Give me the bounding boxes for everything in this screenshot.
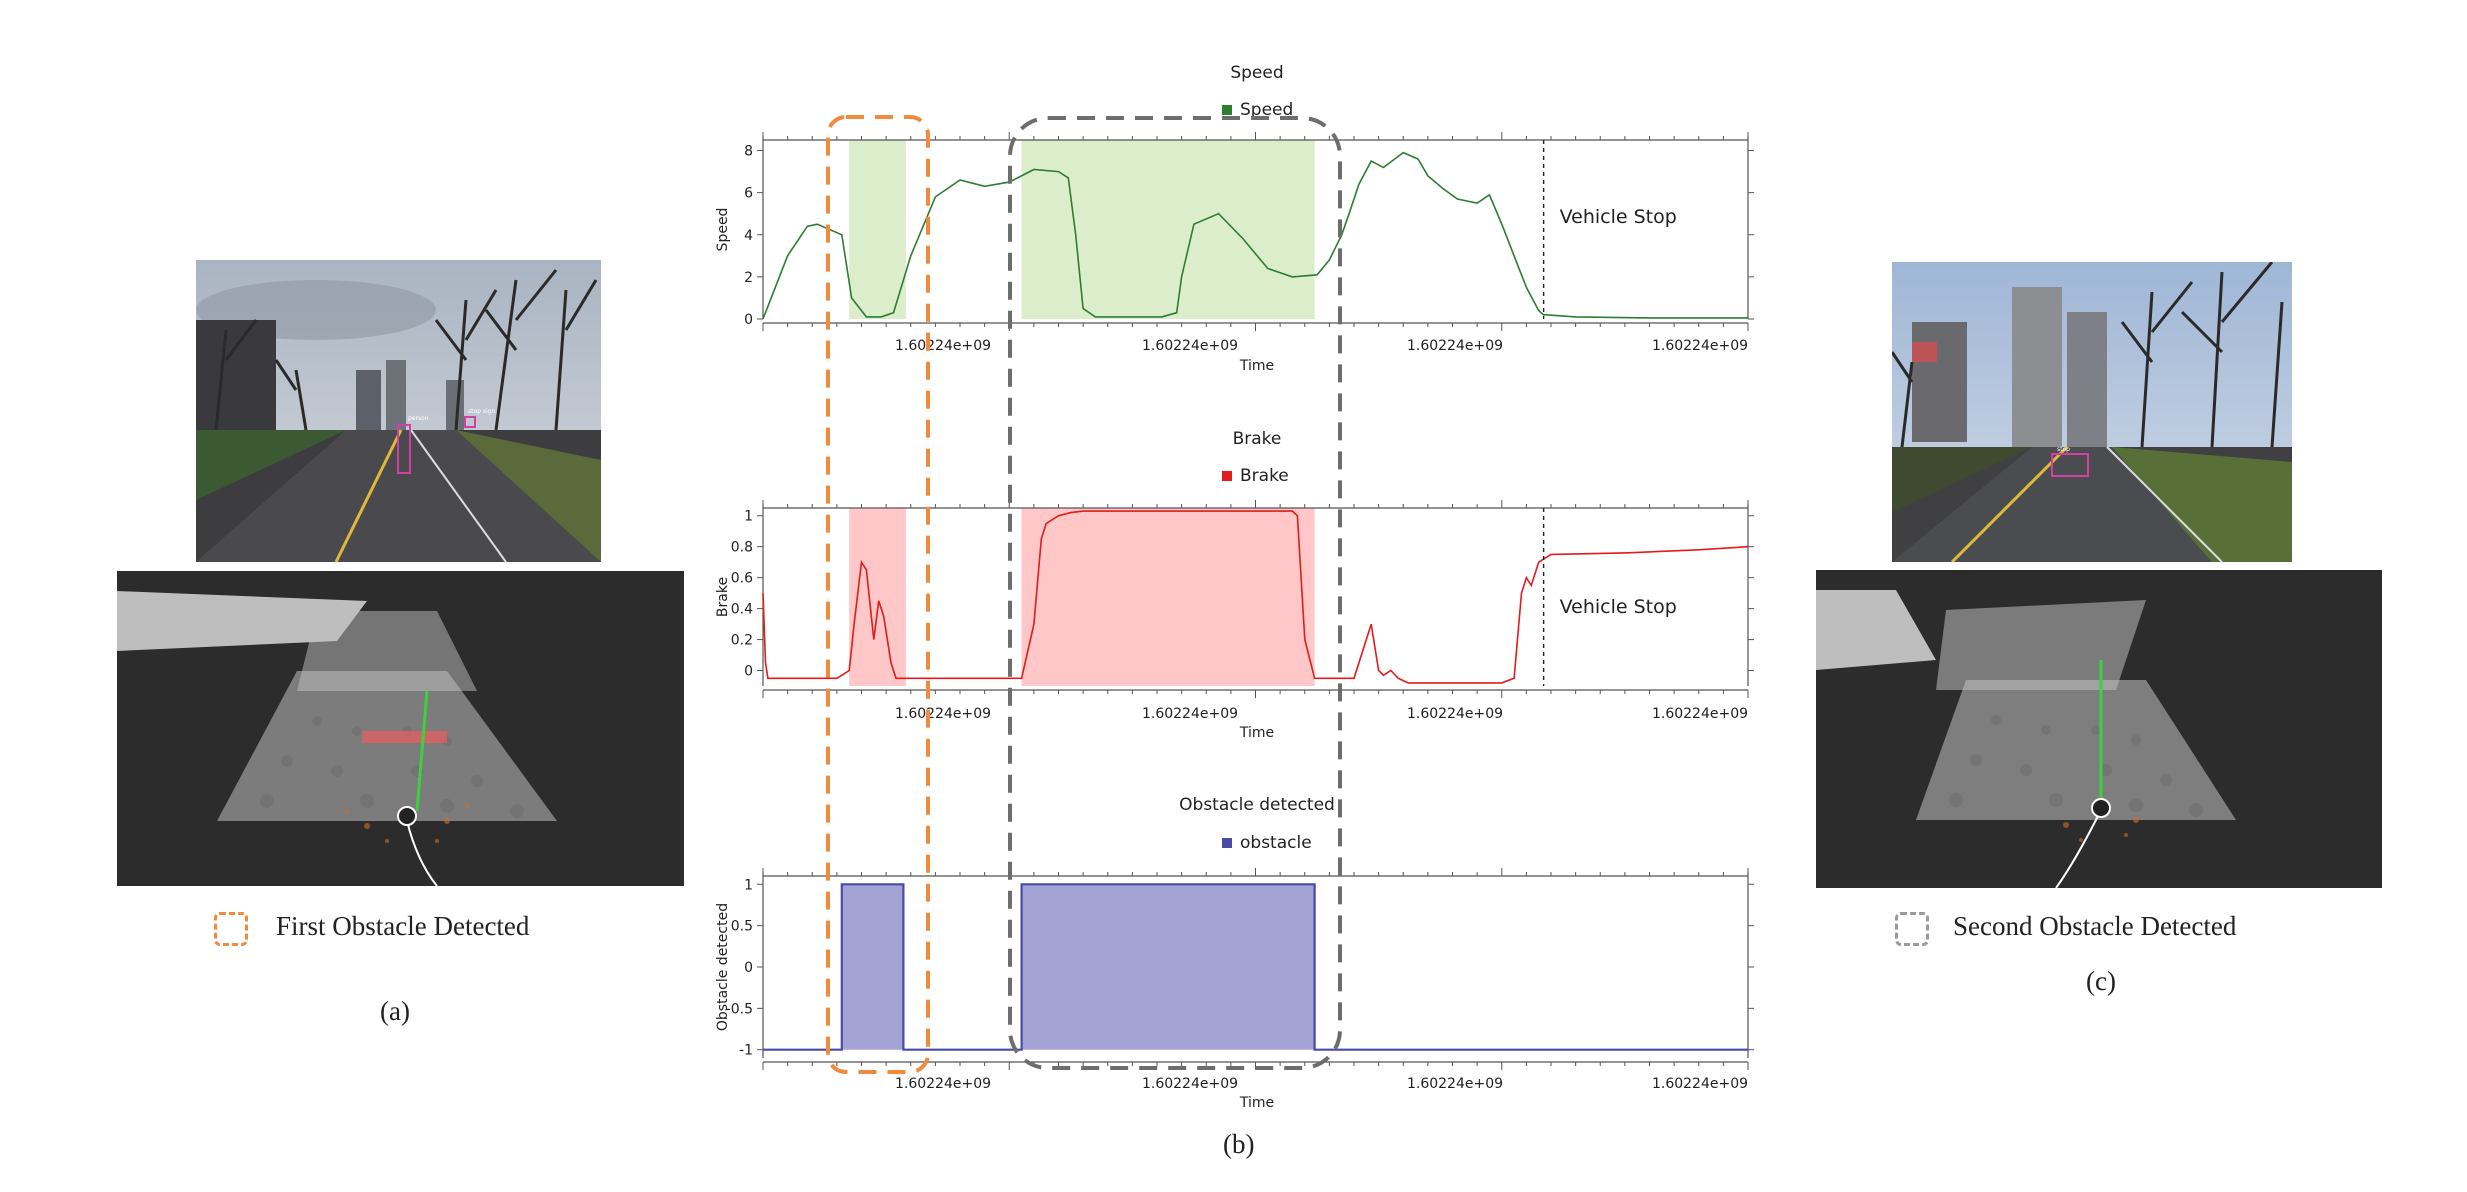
second-obstacle-highlight-box (1008, 116, 1342, 1070)
lidar-scene-c (1816, 570, 2382, 888)
brake-xtick-label: 1.60224e+09 (1142, 706, 1238, 722)
first-obstacle-lidar-image (117, 571, 684, 886)
second-obstacle-legend-icon (1895, 912, 1929, 946)
person-bounding-box (397, 424, 411, 474)
brake-chart-title: Brake (1233, 429, 1282, 449)
second-obstacle-caption: Second Obstacle Detected (1953, 911, 2237, 941)
speed-vehicle-stop-annotation: Vehicle Stop (1560, 206, 1677, 228)
brake-shaded-region-0 (849, 508, 906, 686)
speed-xtick-label: 1.60224e+09 (1652, 338, 1748, 354)
second-obstacle-camera-image: stop (1892, 262, 2292, 562)
brake-vehicle-stop-annotation: Vehicle Stop (1560, 596, 1677, 618)
obstacle-xtick-label: 1.60224e+09 (1407, 1076, 1503, 1092)
obstacle-ytick-label: -0.5 (726, 1001, 753, 1017)
brake-y-axis-label: Brake (715, 577, 731, 617)
stop-sign-label: stop sign (468, 408, 495, 415)
obstacle-ytick-label: 0 (744, 960, 753, 976)
brake-ytick-label: 1 (744, 509, 753, 525)
speed-ytick-label: 4 (744, 228, 753, 244)
obstacle-shaded-region-1 (1021, 884, 1315, 1050)
label-b: (b) (1223, 1129, 1255, 1159)
speed-ytick-label: 0 (744, 312, 753, 328)
brake-ytick-label: 0.8 (731, 540, 753, 556)
brake-ytick-label: 0.6 (731, 571, 753, 587)
obstacle-series-line (763, 883, 1748, 1051)
obstacle-ytick-label: 0.5 (731, 919, 753, 935)
brake-xtick-label: 1.60224e+09 (1407, 706, 1503, 722)
stop-object-label: stop (2057, 446, 2070, 453)
obstacle-xtick-label: 1.60224e+09 (895, 1076, 991, 1092)
lidar-scene-a (117, 571, 684, 886)
obstacle-legend-swatch (1222, 838, 1232, 848)
first-obstacle-highlight-box (826, 115, 930, 1074)
person-label: person (408, 415, 429, 422)
brake-series-line (762, 510, 1749, 684)
obstacle-x-axis-label: Time (1239, 1095, 1274, 1111)
brake-shaded-region-1 (1021, 508, 1315, 686)
obstacle-xtick-label: 1.60224e+09 (1652, 1076, 1748, 1092)
brake-ytick-label: 0 (744, 664, 753, 680)
obstacle-shaded-region-0 (841, 884, 904, 1050)
brake-ytick-label: 0.4 (731, 602, 753, 618)
brake-legend-swatch (1222, 471, 1232, 481)
speed-legend-label: Speed (1240, 100, 1293, 120)
speed-legend-swatch (1222, 105, 1232, 115)
camera-scene-a: person stop sign (196, 260, 601, 562)
obstacle-xtick-label: 1.60224e+09 (1142, 1076, 1238, 1092)
speed-shaded-region-1 (1021, 140, 1315, 319)
brake-xtick-label: 1.60224e+09 (1652, 706, 1748, 722)
obstacle-ytick-label: 1 (744, 877, 753, 893)
speed-y-axis-label: Speed (715, 208, 731, 252)
obstacle-legend-label: obstacle (1240, 833, 1312, 853)
speed-xtick-label: 1.60224e+09 (1407, 338, 1503, 354)
brake-x-axis-label: Time (1239, 725, 1274, 741)
brake-xtick-label: 1.60224e+09 (895, 706, 991, 722)
camera-scene-c: stop (1892, 262, 2292, 562)
first-obstacle-camera-image: person stop sign (196, 260, 601, 562)
speed-xtick-label: 1.60224e+09 (895, 338, 991, 354)
speed-ytick-label: 2 (744, 270, 753, 286)
speed-shaded-region-0 (849, 140, 906, 319)
obstacle-ytick-label: -1 (739, 1043, 753, 1059)
first-obstacle-caption: First Obstacle Detected (276, 911, 530, 941)
label-a: (a) (380, 996, 410, 1026)
speed-chart-title: Speed (1230, 63, 1283, 83)
brake-legend-label: Brake (1240, 466, 1289, 486)
speed-x-axis-label: Time (1239, 358, 1274, 374)
speed-ytick-label: 8 (744, 144, 753, 160)
first-obstacle-legend-icon (214, 912, 248, 946)
speed-ytick-label: 6 (744, 186, 753, 202)
brake-ytick-label: 0.2 (731, 633, 753, 649)
label-c: (c) (2086, 966, 2116, 996)
obstacle-chart-title: Obstacle detected (1179, 795, 1335, 815)
speed-series-line (762, 151, 1748, 320)
speed-xtick-label: 1.60224e+09 (1142, 338, 1238, 354)
obstacle-y-axis-label: Obstacle detected (715, 903, 731, 1031)
stop-object-bounding-box (2051, 453, 2089, 477)
stop-sign-bounding-box (464, 416, 476, 428)
second-obstacle-lidar-image (1816, 570, 2382, 888)
